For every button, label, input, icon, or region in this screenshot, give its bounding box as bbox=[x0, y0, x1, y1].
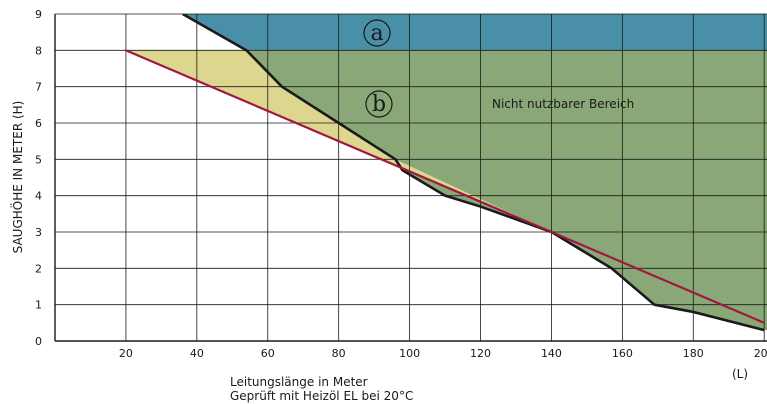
boundary-line bbox=[182, 14, 765, 332]
y-tick-label: 0 bbox=[35, 335, 42, 348]
region-a-marker bbox=[363, 19, 391, 47]
y-tick-label: 5 bbox=[35, 153, 42, 166]
y-tick-label: 1 bbox=[35, 299, 42, 312]
x-tick-label: 120 bbox=[470, 347, 491, 360]
y-tick-label: 4 bbox=[35, 190, 42, 203]
x-axis-sublabel: Geprüft mit Heizöl EL bei 20°C bbox=[230, 389, 413, 403]
x-axis-label: Leitungslänge in Meter bbox=[230, 375, 368, 389]
x-tick-label: 140 bbox=[541, 347, 562, 360]
y-tick-label: 6 bbox=[35, 117, 42, 130]
x-tick-label: 160 bbox=[612, 347, 633, 360]
region-a-label: a bbox=[370, 21, 383, 46]
x-tick-label: 20 bbox=[119, 347, 133, 360]
y-tick-label: 7 bbox=[35, 81, 42, 94]
x-tick-label: 80 bbox=[332, 347, 346, 360]
y-axis-label: SAUGHÖHE IN METER (H) bbox=[9, 101, 25, 254]
region-b-text: Nicht nutzbarer Bereich bbox=[492, 97, 634, 111]
limit-line bbox=[125, 49, 765, 324]
region-b-label: b bbox=[372, 92, 386, 117]
y-tick-label: 3 bbox=[35, 226, 42, 239]
x-tick-label: 200 bbox=[754, 347, 767, 360]
region-b-marker bbox=[365, 90, 393, 118]
region-b bbox=[246, 50, 767, 331]
y-tick-label: 9 bbox=[35, 8, 42, 21]
y-tick-label: 2 bbox=[35, 262, 42, 275]
y-tick-label: 8 bbox=[35, 44, 42, 57]
x-tick-label: 40 bbox=[190, 347, 204, 360]
x-tick-label: 180 bbox=[683, 347, 704, 360]
x-tick-label: 100 bbox=[399, 347, 420, 360]
region-a bbox=[182, 14, 767, 51]
x-tick-label: 60 bbox=[261, 347, 275, 360]
unit-label: (L) bbox=[732, 367, 748, 381]
